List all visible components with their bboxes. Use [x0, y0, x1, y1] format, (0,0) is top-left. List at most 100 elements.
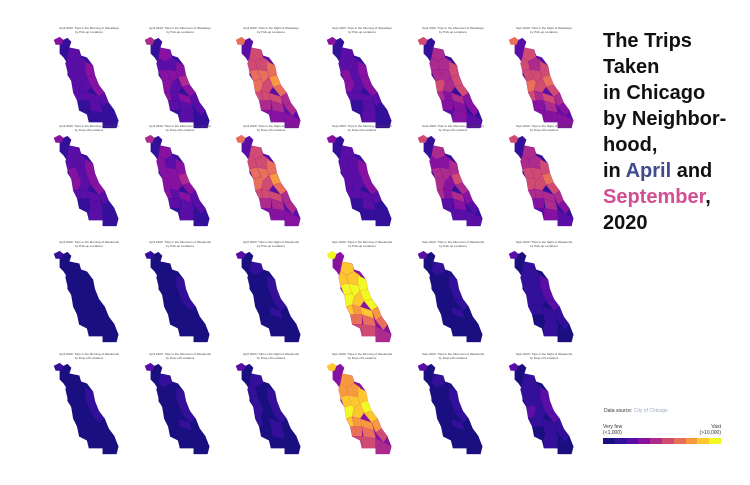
map-panel-subtitle-line: by Pick-up Locations [530, 30, 558, 34]
title-comma: , [705, 186, 711, 208]
map-panel: April 2020: Trips in the Night of Weeken… [227, 352, 315, 456]
map-region [534, 208, 545, 221]
map-panel-title: Sept 2020: Trips in the Morning of Weeke… [318, 352, 406, 360]
legend-low-label: Very few [603, 424, 623, 430]
map-panel-subtitle-line: by Pick-up Locations [166, 30, 194, 34]
map-panel-subtitle-line: by Drop-off Locations [438, 128, 468, 132]
map-region [443, 436, 454, 449]
map-panel-title: Sept 2020: Trips in the Night of Weekday… [500, 124, 588, 132]
map-region-ohare [235, 362, 246, 371]
map-region [352, 174, 365, 191]
map-region [168, 198, 181, 209]
map-region [259, 198, 272, 209]
map-region [539, 159, 551, 176]
map-region [352, 402, 365, 419]
map-region [375, 210, 392, 227]
map-region [88, 324, 103, 337]
map-region-ohare [144, 36, 155, 45]
map-region [452, 436, 467, 449]
map-region [361, 208, 376, 221]
map-region [357, 387, 369, 404]
legend-swatch [709, 438, 721, 444]
map-region [261, 208, 272, 221]
map-region-ohare [235, 36, 246, 45]
map-panel-subtitle-line: by Pick-up Locations [257, 30, 285, 34]
map-region [352, 324, 363, 337]
chicago-map [508, 36, 574, 129]
map-region [77, 426, 90, 437]
map-panel: Sept 2020: Trips in the Night of Weekend… [500, 240, 588, 344]
map-region [557, 200, 570, 215]
title-line-3: in Chicago [603, 82, 706, 104]
map-region [270, 436, 285, 449]
map-panel: Sept 2020: Trips in the Night of Weekday… [500, 124, 588, 228]
map-region-ohare [508, 250, 519, 259]
map-region [441, 100, 454, 111]
map-panel-subtitle-line: by Drop-off Locations [347, 128, 377, 132]
legend-color-bar [603, 438, 721, 444]
chicago-map [326, 250, 392, 343]
map-panel-title-line: Sept 2020: Trips in the Afternoon of Wee… [422, 26, 484, 30]
map-region [79, 324, 90, 337]
map-region [466, 102, 479, 117]
map-panel-title-line: Sept 2020: Trips in the Morning of Weekd… [332, 124, 392, 128]
map-region [543, 436, 558, 449]
map-region [443, 174, 456, 191]
chicago-map [417, 36, 483, 129]
map-region [441, 426, 454, 437]
map-region [352, 290, 365, 307]
chicago-map [235, 362, 301, 455]
legend-high-range: (>10,000) [699, 430, 721, 436]
map-panel: April 2020: Trips in the Afternoon of We… [136, 26, 224, 130]
legend-low: Very few (<1,000) [603, 424, 622, 436]
map-panel-title: April 2020: Trips in the Morning of Week… [45, 240, 133, 248]
map-panel-title-line: April 2020: Trips in the Morning of Week… [59, 26, 119, 30]
map-region [79, 76, 92, 93]
map-region [179, 436, 194, 449]
map-region [102, 112, 119, 129]
map-panel-subtitle-line: by Drop-off Locations [256, 128, 286, 132]
map-region-ohare [144, 250, 155, 259]
title-april: April [625, 160, 672, 182]
map-region [352, 110, 363, 123]
map-region [375, 112, 392, 129]
chicago-map [144, 36, 210, 129]
map-panel: April 2020: Trips in the Night of Weekda… [227, 26, 315, 130]
chicago-map [53, 250, 119, 343]
map-region [466, 438, 483, 455]
map-region [193, 438, 210, 455]
map-region [357, 61, 369, 78]
map-region [284, 326, 301, 343]
map-panel-title: April 2020: Trips in the Morning of Week… [45, 352, 133, 360]
map-region [175, 275, 187, 292]
chicago-map [417, 250, 483, 343]
map-region [357, 275, 369, 292]
map-region [84, 387, 96, 404]
map-region [375, 316, 388, 331]
map-region [270, 110, 285, 123]
map-panel: Sept 2020: Trips in the Afternoon of Wee… [409, 124, 497, 228]
chicago-map [144, 250, 210, 343]
main-title: The Trips Taken in Chicago by Neighbor- … [603, 28, 748, 236]
legend-swatch [603, 438, 615, 444]
chicago-map [508, 134, 574, 227]
map-panel-subtitle-line: by Drop-off Locations [74, 356, 104, 360]
map-region [170, 436, 181, 449]
data-source-label: Data source: [604, 408, 633, 414]
data-source-link[interactable]: City of Chicago [633, 408, 668, 414]
map-panel-subtitle-line: by Pick-up Locations [348, 30, 376, 34]
map-panel-title-line: Sept 2020: Trips in the Afternoon of Wee… [422, 352, 484, 356]
map-panel-title: April 2020: Trips in the Afternoon of We… [136, 240, 224, 248]
map-region-ohare [53, 36, 64, 45]
legend-high: Vast (>10,000) [699, 424, 721, 436]
map-region [452, 208, 467, 221]
map-region [534, 324, 545, 337]
map-region [102, 326, 119, 343]
map-region [557, 112, 574, 129]
map-region [170, 208, 181, 221]
map-region [77, 198, 90, 209]
map-region [261, 110, 272, 123]
map-region-ohare [144, 134, 155, 143]
map-region [79, 110, 90, 123]
title-line-8: 2020 [603, 212, 648, 234]
